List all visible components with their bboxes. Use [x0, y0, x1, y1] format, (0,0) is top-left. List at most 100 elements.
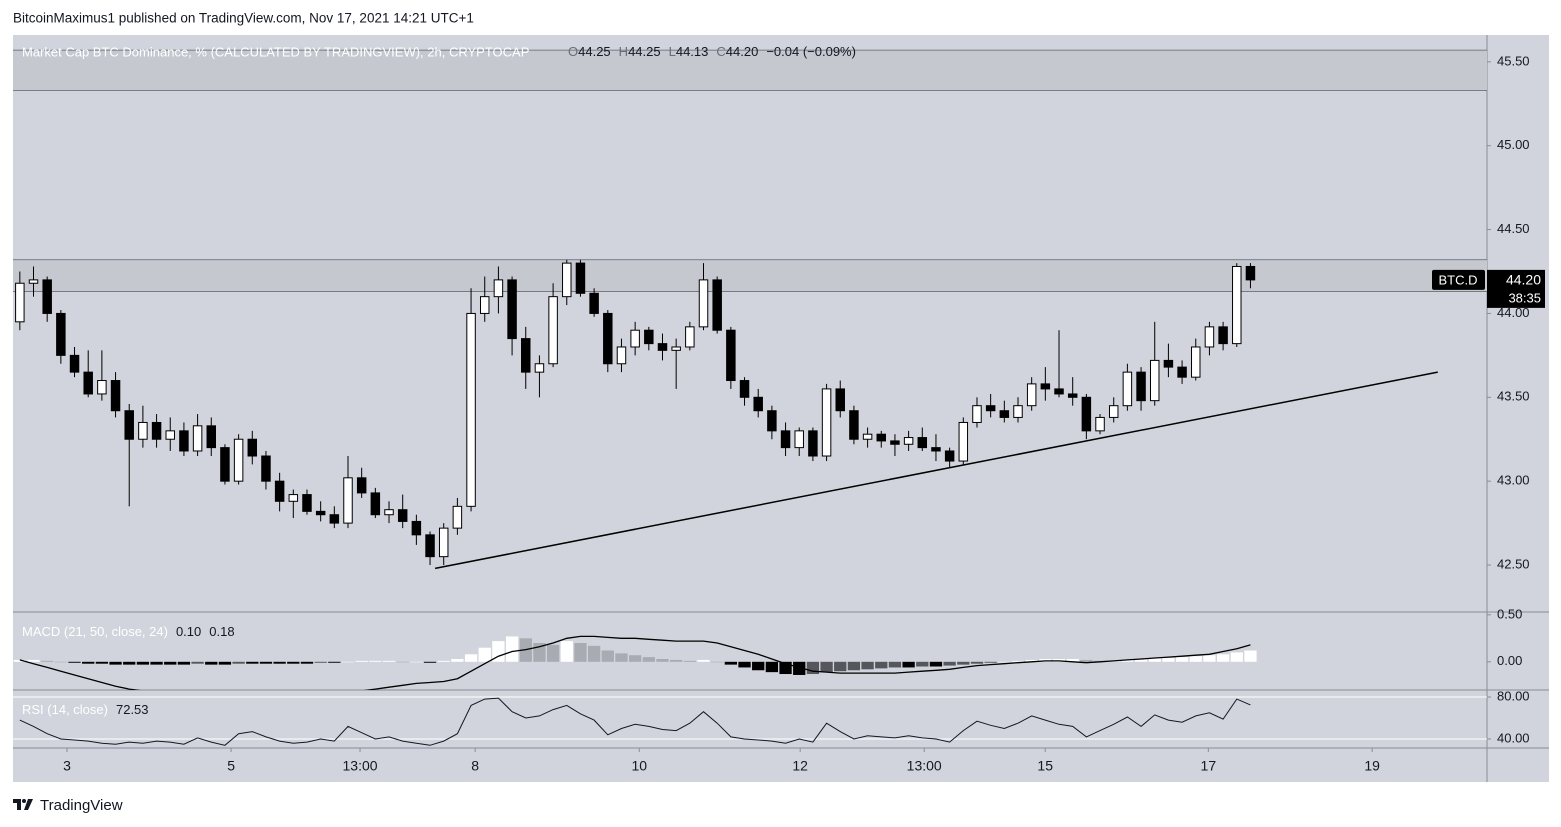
candle-body [685, 326, 695, 348]
candle-body [1136, 371, 1146, 402]
y-tick-label: 43.00 [1497, 473, 1530, 488]
candle-body [315, 510, 326, 516]
candle-body [493, 279, 504, 298]
candle-body [1177, 366, 1187, 378]
indicator-value: 0.10 [176, 624, 201, 639]
macd-pane [13, 635, 1257, 690]
macd-histogram-bar [738, 661, 751, 668]
macd-histogram-bar [82, 661, 95, 664]
macd-histogram-bar [355, 660, 368, 662]
macd-histogram-bar [410, 661, 423, 663]
macd-histogram-bar [273, 661, 286, 664]
candle-body [698, 279, 709, 328]
candle-body [438, 527, 449, 558]
candle-body [794, 430, 804, 449]
macd-histogram-bar [232, 661, 245, 664]
candle-body [903, 437, 914, 445]
candle-body [124, 410, 134, 440]
candle-body [56, 312, 66, 356]
symbol-tag [1432, 269, 1485, 290]
x-tick-label: 13:00 [907, 758, 942, 774]
macd-histogram-bar [13, 659, 26, 662]
candle-body [603, 312, 613, 365]
indicator-legend: MACD (21, 50, close, 24) 0.10 0.18 [22, 624, 235, 639]
candle-body [876, 433, 887, 442]
macd-histogram-bar [916, 661, 929, 667]
macd-histogram-bar [1203, 655, 1216, 662]
x-tick-label: 12 [792, 758, 808, 774]
macd-histogram-bar [451, 658, 464, 662]
series-title: Market Cap BTC Dominance, % (CALCULATED … [22, 44, 529, 59]
candle-body [1163, 359, 1174, 368]
candle-body [370, 492, 381, 516]
candle-body [712, 279, 722, 331]
candle-body [917, 437, 928, 449]
candle-body [657, 343, 668, 351]
candle-body [233, 438, 244, 482]
indicator-title: MACD (21, 50, close, 24) [22, 624, 168, 639]
macd-histogram-bar [793, 661, 806, 675]
candle-body [479, 296, 490, 314]
footer-brand: TradingView [40, 797, 123, 814]
y-tick-label: 44.50 [1497, 221, 1530, 236]
macd-histogram-bar [478, 647, 491, 662]
macd-histogram-bar [150, 661, 163, 665]
macd-histogram-bar [943, 661, 956, 666]
resistance-zone [13, 50, 1487, 91]
macd-histogram-bar [54, 661, 68, 663]
candle-body [521, 338, 531, 373]
candle-body [206, 425, 217, 449]
macd-histogram-bar [123, 661, 136, 665]
ohlc-value: 44.25 [578, 44, 611, 59]
candle-body [329, 514, 340, 524]
candle-body [548, 296, 558, 365]
macd-histogram-bar [628, 655, 642, 662]
ohlc-legend: O44.25 H44.25 L44.13 C44.20 −0.04 (−0.09%) [568, 44, 856, 59]
candle-body [1245, 265, 1256, 281]
macd-histogram-bar [259, 661, 273, 664]
candle-body [110, 380, 121, 412]
x-tick-label: 17 [1201, 758, 1217, 774]
macd-histogram-bar [1011, 660, 1025, 662]
macd-histogram-bar [95, 661, 109, 664]
macd-histogram-bar [1080, 659, 1093, 662]
macd-histogram-bar [1148, 658, 1161, 662]
candle-body [575, 262, 586, 294]
y-tick-label: 40.00 [1497, 730, 1530, 745]
macd-histogram-bar [724, 661, 738, 665]
macd-histogram-bar [546, 644, 560, 662]
macd-histogram-bar [1189, 656, 1202, 662]
logo-mark [13, 799, 21, 810]
macd-histogram-bar [246, 661, 259, 664]
macd-histogram-bar [697, 659, 710, 662]
macd-histogram-bar [806, 661, 820, 675]
macd-histogram-bar [984, 661, 997, 663]
macd-histogram-bar [834, 661, 847, 672]
candle-body [753, 396, 763, 412]
macd-histogram-bar [41, 660, 54, 662]
candle-body [97, 380, 107, 395]
macd-histogram-bar [902, 661, 915, 668]
candle-body [302, 494, 312, 512]
macd-histogram-bar [875, 661, 888, 669]
last-price-label: 44.20 [1506, 272, 1541, 288]
y-tick-label: 0.00 [1497, 653, 1522, 668]
macd-histogram-bar [27, 659, 40, 662]
candle-body [739, 380, 750, 398]
candle-body [1204, 326, 1215, 348]
candle-body [42, 279, 52, 314]
x-tick-label: 8 [471, 758, 479, 774]
candle-body [616, 346, 627, 365]
macd-histogram-bar [464, 654, 478, 662]
macd-histogram-bar [888, 661, 902, 668]
macd-histogram-bar [191, 661, 204, 664]
candle-body [726, 329, 736, 382]
candle-body [534, 363, 545, 373]
macd-histogram-bar [970, 661, 984, 664]
macd-histogram-bar [68, 661, 81, 663]
candle-body [151, 421, 162, 440]
candle-body [192, 425, 203, 452]
ohlc-label: L [669, 44, 676, 59]
candle-body [972, 405, 982, 423]
